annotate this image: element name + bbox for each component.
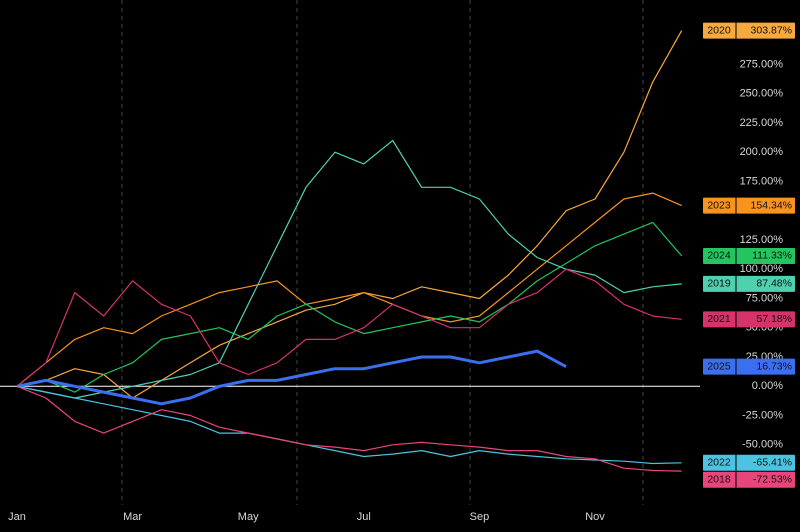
series-line xyxy=(16,221,683,393)
tag-value: 154.34% xyxy=(751,199,792,211)
tag-bg xyxy=(703,275,795,292)
y-tick-label: 100.00% xyxy=(740,263,784,275)
tag-bg xyxy=(703,22,795,39)
tag-value: 87.48% xyxy=(756,278,792,290)
series-line xyxy=(16,349,567,406)
y-tick-label: 175.00% xyxy=(740,175,784,187)
tag-bg xyxy=(703,247,795,264)
x-tick-label: May xyxy=(238,511,259,523)
tag-year: 2018 xyxy=(707,474,731,486)
series-line xyxy=(16,385,682,465)
tag-value: -65.41% xyxy=(753,457,792,469)
y-tick-label: -25.00% xyxy=(742,409,783,421)
y-tick-label: 275.00% xyxy=(740,58,784,70)
tag-value: 111.33% xyxy=(752,250,792,262)
tag-year: 2022 xyxy=(707,457,731,469)
x-tick-label: Mar xyxy=(123,511,142,523)
tag-year: 2020 xyxy=(707,24,731,36)
tag-bg xyxy=(703,454,795,471)
series-line xyxy=(16,192,682,387)
x-tick-label: Jul xyxy=(357,511,371,523)
series-line xyxy=(16,268,682,387)
end-tag: 2023 154.34% xyxy=(703,197,795,214)
x-tick-label: Nov xyxy=(585,511,605,523)
tag-year: 2021 xyxy=(707,313,731,325)
y-tick-label: 225.00% xyxy=(740,117,784,129)
tag-value: 57.18% xyxy=(756,313,792,325)
tag-year: 2024 xyxy=(707,250,731,262)
y-tick-label: 250.00% xyxy=(740,88,784,100)
end-tag: 2025 16.73% xyxy=(703,358,795,375)
tag-year: 2023 xyxy=(707,199,731,211)
y-tick-label: 125.00% xyxy=(740,234,784,246)
tag-bg xyxy=(703,311,795,328)
tag-bg xyxy=(703,471,795,488)
tag-value: -72.53% xyxy=(753,474,792,486)
y-tick-label: 0.00% xyxy=(752,380,783,392)
y-tick-label: 200.00% xyxy=(740,146,784,158)
tag-year: 2019 xyxy=(707,278,731,290)
x-tick-label: Jan xyxy=(8,511,26,523)
series-line xyxy=(16,385,682,472)
tag-value: 16.73% xyxy=(756,360,792,372)
end-tag: 2024 111.33% xyxy=(703,247,795,264)
series-line xyxy=(16,30,683,399)
x-tick-label: Sep xyxy=(470,511,490,523)
tag-bg xyxy=(703,197,795,214)
tag-year: 2025 xyxy=(707,360,731,372)
end-tag: 2022 -65.41% xyxy=(703,454,795,471)
end-tag: 2019 87.48% xyxy=(703,275,795,292)
end-tag: 2018 -72.53% xyxy=(703,471,795,488)
y-tick-label: 75.00% xyxy=(746,292,784,304)
series-line xyxy=(16,139,682,399)
y-tick-label: -50.00% xyxy=(742,439,783,451)
tag-value: 303.87% xyxy=(751,24,792,36)
tag-bg xyxy=(703,358,795,375)
end-tag: 2020 303.87% xyxy=(703,22,795,39)
end-tag: 2021 57.18% xyxy=(703,311,795,328)
